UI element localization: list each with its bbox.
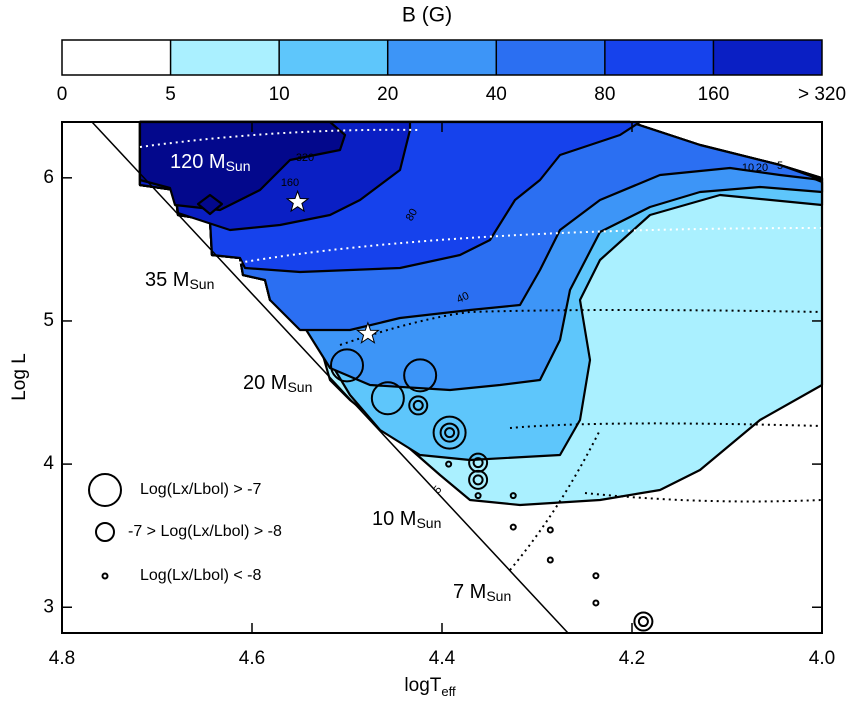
star [285,189,310,213]
x-tick-label: 4.6 [239,648,265,669]
point-core [444,427,456,439]
point-core [637,616,649,628]
track [509,422,823,429]
x-axis-label-sub: eff [441,684,456,699]
mass-label: 20 MSun [243,372,312,394]
contour-label: 320 [296,152,314,164]
x-tick-label: 4.2 [619,648,645,669]
mass-label-main: 20 M [243,372,287,394]
point [468,469,489,490]
legend-marker [101,572,109,580]
colorbar-tick-label: 20 [377,84,398,105]
point-core [472,457,484,469]
contour-320 [138,120,347,212]
point [439,422,460,443]
colorbar-band [713,40,822,75]
point [445,460,453,468]
point [403,358,438,393]
mass-label: 7 MSun [453,581,511,603]
y-tick-label: 6 [43,167,54,188]
mass-label-sub: Sun [287,379,312,395]
point-core [412,399,424,411]
x-tick-label: 4.0 [809,648,835,669]
point [330,348,364,383]
y-tick-label: 5 [43,310,54,331]
mass-label-main: 35 M [145,269,189,291]
legend-label: Log(Lx/Lbol) > -7 [140,481,262,498]
mass-label-sub: Sun [416,515,441,531]
colorbar-band [62,40,171,75]
legend-label: Log(Lx/Lbol) < -8 [140,567,262,584]
y-tick-label: 4 [43,453,54,474]
contour-label: 40 [455,290,471,306]
contours [138,120,824,507]
contour-320-island [196,193,224,216]
point [474,492,482,500]
x-axis-label: logTeff [404,675,456,699]
colorbar-tick-label: 160 [698,84,730,105]
point [546,556,554,564]
contour-label: 10 [742,162,754,174]
contour-label: 160 [281,177,299,189]
track [209,227,823,269]
colorbar-band [279,40,388,75]
star [355,321,380,344]
mass-label: 10 MSun [372,508,441,530]
colorbar-tick-label: > 320 [798,84,846,105]
legend-marker [95,522,115,542]
colorbar-title: B (G) [402,4,452,27]
point [633,611,654,632]
mass-label-main: 120 M [170,151,226,173]
mass-label-sub: Sun [486,588,511,604]
colorbar-tick-label: 5 [165,84,176,105]
track [339,309,823,346]
mass-label: 120 MSun [170,151,251,173]
point [432,415,467,450]
track [509,429,601,571]
colorbar-band [496,40,605,75]
colorbar-band [170,40,280,75]
colorbar-tick-label: 80 [594,84,615,105]
mass-label-main: 10 M [372,508,416,530]
point-core [472,474,484,486]
legend-label: -7 > Log(Lx/Lbol) > -8 [128,523,282,540]
colorbar-band [387,40,497,75]
colorbar-band [604,40,714,75]
tracks [139,128,823,571]
mass-label-main: 7 M [453,581,486,603]
point [509,492,517,500]
point [408,395,429,416]
point [509,523,517,531]
limit-line [91,121,569,634]
colorbar-tick-label: 40 [486,84,507,105]
legend-marker [88,473,122,507]
mass-label-sub: Sun [189,276,214,292]
mass-label: 35 MSun [145,269,214,291]
contour-label: 5 [431,484,444,496]
x-tick-label: 4.4 [429,648,456,669]
point [546,526,554,534]
x-tick-label: 4.8 [49,648,75,669]
colorbar-frame [61,39,823,76]
x-axis-label-main: logT [404,675,441,696]
mass-label-sub: Sun [226,158,251,174]
y-tick-label: 3 [43,596,54,617]
point [370,381,405,416]
point [592,599,600,607]
y-axis-label: Log L [9,353,30,401]
point [592,572,600,580]
contour-label: 80 [404,207,421,224]
contour-label: 5 [777,160,783,172]
contour-label: 20 [756,162,768,174]
colorbar-tick-label: 0 [57,84,68,105]
colorbar-tick-label: 10 [269,84,290,105]
